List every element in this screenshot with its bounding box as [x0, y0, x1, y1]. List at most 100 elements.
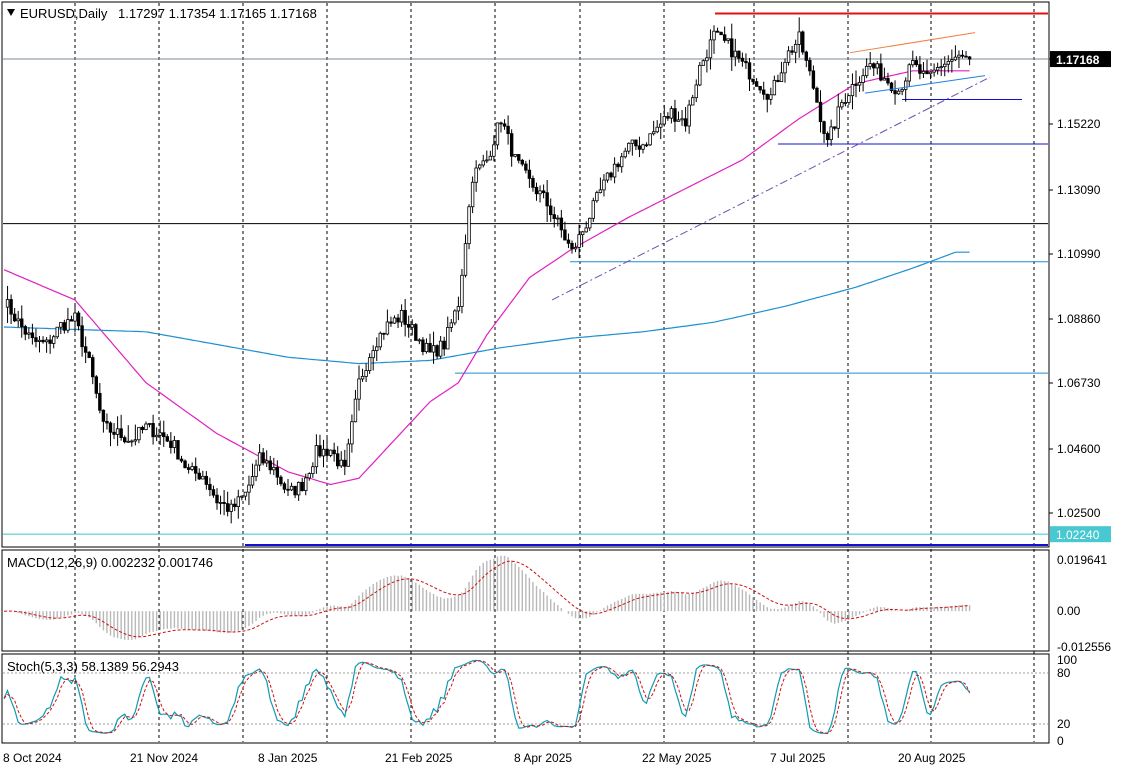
- stoch-signal-line: [3, 660, 971, 734]
- candle-body: [222, 501, 226, 504]
- triangle-down-icon[interactable]: [7, 9, 15, 16]
- candle-body: [804, 51, 808, 61]
- candle-body: [87, 351, 91, 358]
- marked-level-badge: [1050, 526, 1111, 543]
- candle-body: [417, 339, 422, 342]
- price-axis-label: 1.06730: [1057, 376, 1101, 390]
- candle-body: [385, 321, 390, 335]
- candle-body: [48, 339, 52, 344]
- candle-body: [396, 317, 400, 323]
- candle-body: [616, 163, 620, 168]
- candle-body: [566, 239, 571, 244]
- candle-body: [296, 481, 301, 496]
- candle-body: [481, 160, 485, 166]
- candlesticks: [5, 17, 972, 524]
- candle-body: [389, 321, 393, 324]
- candle-body: [691, 97, 695, 106]
- candle-body: [492, 144, 496, 157]
- candle-body: [144, 423, 148, 431]
- price-axis-label: 1.15220: [1057, 117, 1101, 131]
- candle-body: [112, 431, 116, 435]
- candle-body: [896, 90, 901, 95]
- candle-body: [325, 448, 329, 456]
- candle-body: [612, 163, 617, 178]
- candle-body: [375, 346, 379, 351]
- candle-body: [215, 494, 219, 504]
- candle-body: [410, 324, 414, 328]
- candle-body: [59, 322, 63, 328]
- candle-body: [588, 217, 592, 229]
- candle-body: [737, 50, 741, 59]
- candle-body: [225, 503, 230, 512]
- candle-body: [577, 234, 581, 248]
- candle-body: [357, 378, 361, 400]
- candle-body: [563, 229, 567, 241]
- candle-body: [513, 154, 517, 157]
- time-axis-label: 21 Feb 2025: [385, 751, 453, 765]
- candle-body: [886, 78, 890, 84]
- candle-body: [346, 443, 351, 467]
- candle-body: [840, 102, 844, 108]
- candle-body: [733, 50, 737, 58]
- candle-body: [943, 63, 947, 68]
- candle-body: [769, 94, 773, 100]
- candle-body: [825, 133, 830, 141]
- candle-body: [541, 190, 546, 194]
- stoch-panel[interactable]: [1, 653, 1050, 744]
- candle-body: [776, 79, 780, 83]
- candle-body: [435, 345, 439, 357]
- candle-body: [790, 50, 794, 53]
- symbol-label: EURUSD,Daily: [20, 6, 108, 21]
- candle-body: [502, 123, 507, 127]
- candle-body: [453, 310, 457, 324]
- candle-body: [304, 477, 308, 491]
- candle-body: [293, 485, 297, 496]
- candle-body: [868, 63, 872, 67]
- candle-body: [350, 421, 354, 445]
- candle-body: [762, 89, 766, 95]
- candle-body: [66, 319, 70, 331]
- candle-body: [30, 332, 35, 339]
- candle-body: [499, 122, 503, 125]
- candle-body: [321, 448, 326, 457]
- stoch-axis-label: 80: [1057, 666, 1071, 680]
- macd-axis-label: 0.00: [1057, 604, 1081, 618]
- candle-body: [517, 154, 521, 161]
- candle-body: [307, 473, 311, 479]
- candle-body: [847, 95, 851, 103]
- candle-body: [431, 345, 436, 353]
- candle-body: [23, 326, 27, 335]
- candle-body: [811, 70, 816, 89]
- candle-body: [190, 466, 194, 470]
- candle-body: [758, 85, 762, 91]
- time-axis-label: 8 Jan 2025: [258, 751, 318, 765]
- candle-body: [414, 324, 418, 341]
- candle-body: [5, 299, 10, 308]
- price-axis-label: 1.13090: [1057, 183, 1101, 197]
- candle-body: [772, 79, 777, 96]
- candle-body: [16, 318, 20, 322]
- candle-body: [722, 34, 727, 41]
- candle-body: [314, 445, 319, 468]
- candle-body: [311, 466, 315, 474]
- stoch-axis-label: 100: [1057, 653, 1077, 667]
- candle-body: [186, 467, 191, 470]
- candle-body: [783, 61, 787, 74]
- candle-body: [620, 156, 624, 168]
- candle-body: [559, 217, 564, 231]
- candle-body: [211, 489, 216, 496]
- time-axis-label: 22 May 2025: [642, 751, 712, 765]
- candle-body: [275, 466, 280, 478]
- candle-body: [935, 67, 940, 71]
- candle-body: [353, 398, 358, 423]
- candle-body: [744, 60, 748, 64]
- time-axis: 8 Oct 2024 21 Nov 2024 8 Jan 2025 21 Feb 20…: [3, 751, 966, 765]
- candle-body: [527, 169, 532, 179]
- candle-body: [854, 84, 858, 86]
- candle-body: [392, 317, 397, 324]
- candle-body: [911, 60, 915, 66]
- candle-body: [254, 464, 258, 477]
- candle-body: [872, 63, 876, 69]
- candle-body: [907, 64, 911, 82]
